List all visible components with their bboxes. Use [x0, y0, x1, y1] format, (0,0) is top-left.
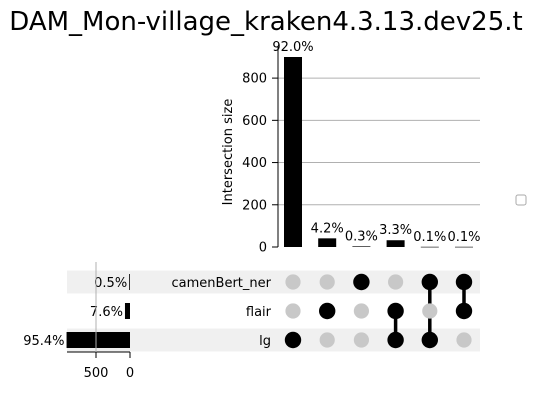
y-tick-label: 200	[242, 198, 267, 213]
intersection-bar-label: 92.0%	[272, 40, 313, 55]
intersection-bar	[455, 246, 473, 248]
y-tick-label: 400	[242, 156, 267, 171]
set-name-label: lg	[259, 334, 271, 349]
set-size-bar	[129, 274, 130, 290]
y-tick-label: 0	[259, 241, 267, 256]
x-tick-label: 0	[126, 366, 134, 381]
set-size-label: 0.5%	[94, 276, 127, 291]
membership-dot-inactive	[388, 274, 404, 290]
membership-dot-active	[319, 302, 336, 320]
set-size-label: 7.6%	[90, 305, 123, 320]
membership-dot-inactive	[319, 332, 335, 348]
intersection-bar	[352, 246, 371, 247]
y-axis-label: Intersection size	[221, 99, 236, 206]
intersection-bar-label: 0.1%	[447, 230, 480, 245]
membership-dot-active	[455, 302, 473, 320]
intersection-bar-label: 0.3%	[345, 229, 378, 244]
legend	[515, 194, 527, 206]
chart-title: DAM_Mon-village_kraken4.3.13.dev25.t	[9, 7, 522, 37]
x-tick-label: 500	[84, 366, 109, 381]
intersection-bar	[318, 238, 337, 247]
legend-swatch	[515, 194, 527, 206]
y-tick-label: 800	[242, 72, 267, 87]
membership-dot-active	[421, 331, 438, 349]
set-size-panel: 0.5% 7.6% 95.4% 500 0	[23, 262, 134, 381]
intersection-bar	[386, 240, 405, 247]
set-name-label: camenBert_ner	[172, 276, 272, 291]
membership-dot-inactive	[353, 303, 369, 319]
set-size-bar	[66, 332, 130, 348]
membership-dot-inactive	[319, 274, 335, 290]
set-name-label: flair	[246, 305, 272, 320]
membership-dot-active	[387, 302, 404, 320]
set-size-label: 95.4%	[23, 334, 64, 349]
membership-dot-active	[421, 273, 438, 291]
membership-dot-active	[387, 331, 404, 349]
membership-dot-inactive	[422, 303, 438, 319]
y-tick-label: 600	[242, 114, 267, 129]
membership-dot-active	[455, 273, 473, 291]
membership-dot-active	[353, 273, 370, 291]
intersection-bar-label: 3.3%	[379, 223, 412, 238]
membership-dot-inactive	[285, 274, 301, 290]
set-size-bar	[124, 303, 130, 319]
membership-dot-inactive	[285, 303, 301, 319]
intersection-bar	[420, 246, 439, 248]
membership-dot-inactive	[456, 332, 472, 348]
matrix-row-stripe	[67, 270, 480, 294]
intersection-bar-label: 0.1%	[413, 230, 446, 245]
matrix-row-stripe	[67, 328, 480, 352]
intersection-bar-label: 4.2%	[311, 221, 344, 236]
membership-dot-active	[284, 331, 302, 349]
membership-dot-inactive	[353, 332, 369, 348]
intersection-bar	[284, 57, 302, 247]
